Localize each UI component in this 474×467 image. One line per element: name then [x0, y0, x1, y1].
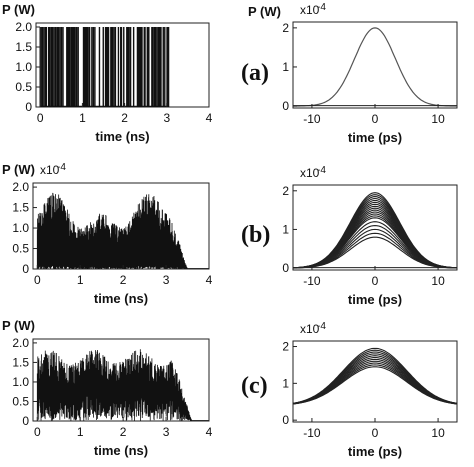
x-axis-label: time (ns) [94, 443, 148, 458]
y-axis-label: P (W) [248, 4, 281, 19]
y-tick-label: 1.5 [12, 201, 29, 215]
y-tick-label: 2.0 [15, 20, 32, 34]
y-axis-label: P (W) [2, 318, 35, 333]
x-tick-label: 4 [206, 425, 213, 439]
x-tick-label: 10 [431, 426, 445, 440]
y-tick-label: 1 [282, 376, 289, 390]
y-tick-label: 2.0 [12, 336, 29, 350]
y-tick-label: 0 [282, 261, 289, 275]
signal-trace [36, 349, 193, 421]
y-tick-label: 0.5 [12, 242, 29, 256]
x-tick-label: 2 [121, 111, 128, 125]
plot-c-pulse: -10 0 10 0 1 2 time (ps) x10-4 [282, 321, 458, 459]
x-tick-label: -10 [303, 274, 321, 288]
y-tick-label: 2 [282, 21, 289, 35]
plot-b-pulse: -10 0 10 0 1 2 time (ps) x10-4 [282, 165, 458, 307]
plot-frame [292, 340, 458, 423]
y-tick-label: 0.5 [15, 80, 32, 94]
scale-note: x10 [40, 163, 60, 177]
series-group [293, 192, 457, 269]
y-axis-label: P (W) [2, 2, 35, 17]
x-tick-label: 3 [163, 273, 170, 287]
x-axis-label: time (ns) [95, 129, 149, 144]
x-tick-label: 1 [77, 273, 84, 287]
pulse-trace-18 [293, 236, 457, 269]
scale-exponent: -4 [317, 321, 326, 332]
x-axis-label: time (ps) [348, 444, 402, 459]
y-tick-label: 0 [22, 414, 29, 428]
x-tick-label: 3 [163, 425, 170, 439]
x-axis-label: time (ps) [348, 130, 402, 145]
scale-exponent: -4 [317, 2, 326, 13]
x-tick-label: -10 [303, 112, 321, 126]
y-tick-label: 1 [282, 60, 289, 74]
plot-frame [292, 184, 458, 271]
x-tick-label: 0 [34, 425, 41, 439]
y-tick-label: 1.0 [12, 375, 29, 389]
y-tick-label: 2 [282, 184, 289, 198]
scale-note: x10 [300, 322, 320, 336]
scale-exponent: -4 [317, 165, 326, 176]
y-tick-label: 1.5 [15, 40, 32, 54]
y-tick-label: 0 [22, 262, 29, 276]
x-axis-label: time (ns) [94, 291, 148, 306]
x-tick-label: 0 [372, 426, 379, 440]
y-tick-label: 2.0 [12, 180, 29, 194]
x-tick-label: 2 [120, 425, 127, 439]
series-group [39, 27, 170, 107]
series-group [36, 349, 209, 421]
y-tick-label: 0 [282, 413, 289, 427]
x-tick-label: 1 [77, 425, 84, 439]
x-axis-label: time (ps) [348, 292, 402, 307]
x-tick-label: 4 [206, 273, 213, 287]
y-tick-label: 2 [282, 340, 289, 354]
signal-trace [36, 192, 188, 269]
plot-frame [35, 22, 210, 108]
plot-a-time: 0 1 2 3 4 0 0.5 1.0 1.5 2.0 time (ns) P (W) [2, 2, 213, 144]
x-tick-label: 0 [372, 274, 379, 288]
x-tick-label: -10 [303, 426, 321, 440]
scale-note: x10 [300, 166, 320, 180]
plot-frame [292, 21, 458, 109]
x-tick-label: 4 [206, 111, 213, 125]
x-tick-label: 3 [163, 111, 170, 125]
x-tick-label: 1 [79, 111, 86, 125]
x-tick-label: 10 [431, 274, 445, 288]
x-tick-label: 0 [34, 273, 41, 287]
plot-b-time: 0 1 2 3 4 0 0.5 1.0 1.5 2.0 time (ns) P (W) x10-4 [2, 162, 213, 306]
y-tick-label: 0 [282, 99, 289, 113]
series-group [36, 192, 209, 269]
scale-exponent: -4 [57, 162, 66, 173]
y-tick-label: 0.5 [12, 394, 29, 408]
y-tick-label: 1 [282, 222, 289, 236]
panel-label-c: (c) [241, 373, 268, 399]
panel-label-b: (b) [241, 222, 270, 248]
plot-a-pulse: -10 0 10 0 1 2 time (ps) P (W) x10-4 [248, 2, 458, 145]
series-group [293, 347, 457, 405]
x-tick-label: 2 [120, 273, 127, 287]
x-tick-label: 0 [372, 112, 379, 126]
signal-trace [39, 27, 170, 107]
y-tick-label: 1.0 [15, 60, 32, 74]
scale-note: x10 [300, 3, 320, 17]
y-axis-label: P (W) [2, 162, 35, 177]
pulse-trace-0 [293, 27, 457, 107]
x-tick-label: 0 [37, 111, 44, 125]
pulse-trace-10 [293, 366, 457, 405]
x-tick-label: 10 [431, 112, 445, 126]
plot-c-time: 0 1 2 3 4 0 0.5 1.0 1.5 2.0 time (ns) P (W) [2, 318, 213, 458]
y-tick-label: 1.5 [12, 355, 29, 369]
y-tick-label: 1.0 [12, 221, 29, 235]
y-tick-label: 0 [25, 100, 32, 114]
panel-label-a: (a) [241, 60, 269, 86]
